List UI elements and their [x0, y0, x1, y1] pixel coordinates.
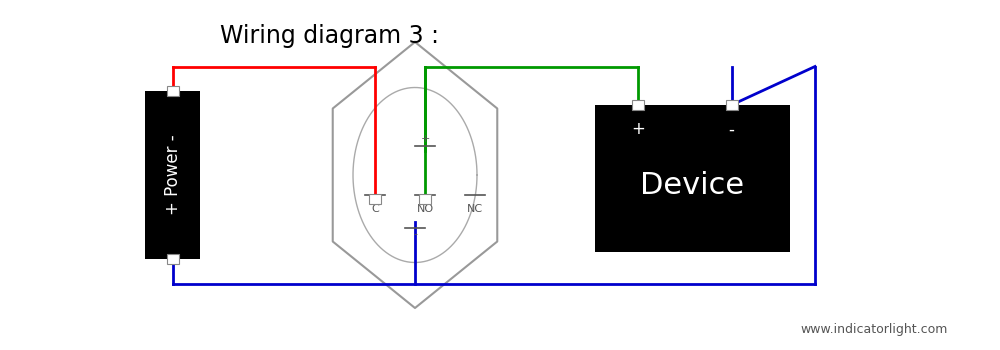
Text: -: -: [729, 120, 734, 139]
Text: +: +: [420, 134, 430, 144]
FancyBboxPatch shape: [166, 86, 178, 96]
FancyBboxPatch shape: [726, 100, 738, 110]
Text: NO: NO: [416, 204, 434, 214]
Text: Device: Device: [640, 172, 745, 200]
FancyBboxPatch shape: [595, 105, 790, 252]
FancyBboxPatch shape: [166, 254, 178, 264]
FancyBboxPatch shape: [632, 100, 644, 110]
Text: Wiring diagram 3 :: Wiring diagram 3 :: [220, 25, 439, 49]
Text: NC: NC: [467, 204, 483, 214]
FancyBboxPatch shape: [145, 91, 200, 259]
Text: www.indicatorlight.com: www.indicatorlight.com: [800, 323, 947, 336]
Text: + Power -: + Power -: [164, 135, 182, 215]
FancyBboxPatch shape: [369, 194, 381, 204]
FancyBboxPatch shape: [419, 194, 431, 204]
Text: C: C: [371, 204, 379, 214]
Text: -: -: [413, 229, 417, 239]
Text: +: +: [631, 120, 645, 139]
